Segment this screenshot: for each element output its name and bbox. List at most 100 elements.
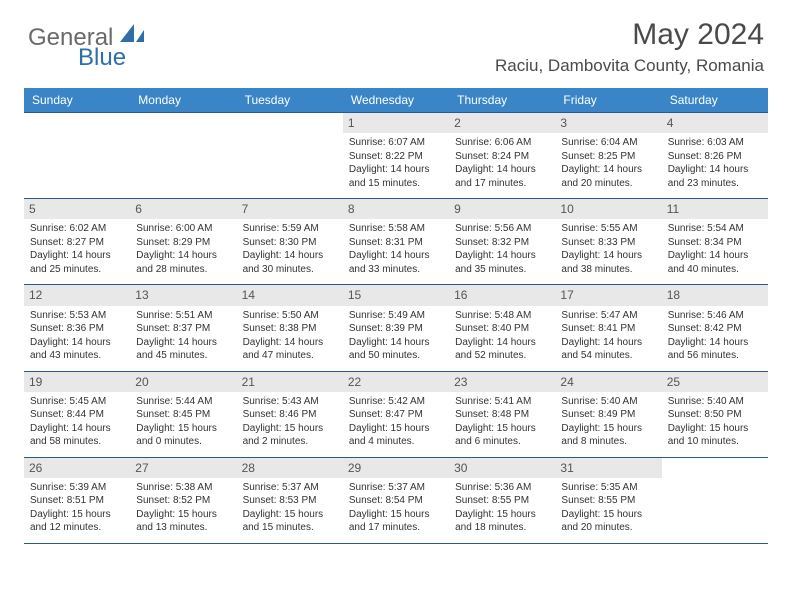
- day-number: 21: [237, 372, 343, 392]
- sunrise-text: Sunrise: 6:00 AM: [136, 222, 230, 236]
- sunrise-text: Sunrise: 6:07 AM: [349, 136, 443, 150]
- daylight-text: Daylight: 14 hours and 20 minutes.: [561, 163, 655, 190]
- calendar-day-cell: 5Sunrise: 6:02 AMSunset: 8:27 PMDaylight…: [24, 199, 130, 285]
- daylight-text: Daylight: 15 hours and 20 minutes.: [561, 508, 655, 535]
- sunrise-text: Sunrise: 5:39 AM: [30, 481, 124, 495]
- daylight-text: Daylight: 14 hours and 45 minutes.: [136, 336, 230, 363]
- day-number: 23: [449, 372, 555, 392]
- calendar-header-row: SundayMondayTuesdayWednesdayThursdayFrid…: [24, 88, 768, 113]
- title-block: May 2024 Raciu, Dambovita County, Romani…: [495, 18, 764, 76]
- calendar-day-cell: 27Sunrise: 5:38 AMSunset: 8:52 PMDayligh…: [130, 457, 236, 543]
- calendar-day-cell: 8Sunrise: 5:58 AMSunset: 8:31 PMDaylight…: [343, 199, 449, 285]
- daylight-text: Daylight: 14 hours and 35 minutes.: [455, 249, 549, 276]
- daylight-text: Daylight: 14 hours and 47 minutes.: [243, 336, 337, 363]
- calendar-day-cell: 13Sunrise: 5:51 AMSunset: 8:37 PMDayligh…: [130, 285, 236, 371]
- day-number: 4: [662, 113, 768, 133]
- day-number: 20: [130, 372, 236, 392]
- sunrise-text: Sunrise: 5:55 AM: [561, 222, 655, 236]
- daylight-text: Daylight: 15 hours and 12 minutes.: [30, 508, 124, 535]
- daylight-text: Daylight: 14 hours and 40 minutes.: [668, 249, 762, 276]
- day-number: 17: [555, 285, 661, 305]
- day-number: 10: [555, 199, 661, 219]
- sunrise-text: Sunrise: 5:48 AM: [455, 309, 549, 323]
- sunrise-text: Sunrise: 5:50 AM: [243, 309, 337, 323]
- calendar-day-cell: 25Sunrise: 5:40 AMSunset: 8:50 PMDayligh…: [662, 371, 768, 457]
- sunrise-text: Sunrise: 5:49 AM: [349, 309, 443, 323]
- calendar-day-cell: .: [662, 457, 768, 543]
- day-number: 9: [449, 199, 555, 219]
- sunrise-text: Sunrise: 6:04 AM: [561, 136, 655, 150]
- sunset-text: Sunset: 8:54 PM: [349, 494, 443, 508]
- calendar-day-cell: 14 Sunrise: 5:50 AMSunset: 8:38 PMDayligh…: [237, 285, 343, 371]
- sunrise-text: Sunrise: 5:54 AM: [668, 222, 762, 236]
- sunrise-text: Sunrise: 5:37 AM: [349, 481, 443, 495]
- day-number: 14: [237, 285, 343, 305]
- sunset-text: Sunset: 8:37 PM: [136, 322, 230, 336]
- day-number: 5: [24, 199, 130, 219]
- sunrise-text: Sunrise: 5:41 AM: [455, 395, 549, 409]
- day-number: 28: [237, 458, 343, 478]
- day-number: 8: [343, 199, 449, 219]
- daylight-text: Daylight: 14 hours and 23 minutes.: [668, 163, 762, 190]
- sunset-text: Sunset: 8:36 PM: [30, 322, 124, 336]
- daylight-text: Daylight: 14 hours and 54 minutes.: [561, 336, 655, 363]
- daylight-text: Daylight: 15 hours and 17 minutes.: [349, 508, 443, 535]
- sunset-text: Sunset: 8:53 PM: [243, 494, 337, 508]
- calendar-day-cell: 19Sunrise: 5:45 AMSunset: 8:44 PMDayligh…: [24, 371, 130, 457]
- day-number: 19: [24, 372, 130, 392]
- sunrise-text: Sunrise: 5:59 AM: [243, 222, 337, 236]
- calendar-week-row: 19Sunrise: 5:45 AMSunset: 8:44 PMDayligh…: [24, 371, 768, 457]
- header: General Blue May 2024 Raciu, Dambovita C…: [0, 0, 792, 82]
- daylight-text: Daylight: 14 hours and 52 minutes.: [455, 336, 549, 363]
- sunset-text: Sunset: 8:50 PM: [668, 408, 762, 422]
- sunrise-text: Sunrise: 6:02 AM: [30, 222, 124, 236]
- daylight-text: Daylight: 15 hours and 18 minutes.: [455, 508, 549, 535]
- calendar-day-cell: 4Sunrise: 6:03 AMSunset: 8:26 PMDaylight…: [662, 113, 768, 199]
- sunset-text: Sunset: 8:41 PM: [561, 322, 655, 336]
- daylight-text: Daylight: 15 hours and 6 minutes.: [455, 422, 549, 449]
- calendar-day-cell: 31Sunrise: 5:35 AMSunset: 8:55 PMDayligh…: [555, 457, 661, 543]
- sunset-text: Sunset: 8:26 PM: [668, 150, 762, 164]
- day-number: 15: [343, 285, 449, 305]
- sunset-text: Sunset: 8:39 PM: [349, 322, 443, 336]
- day-number: 3: [555, 113, 661, 133]
- sunset-text: Sunset: 8:29 PM: [136, 236, 230, 250]
- daylight-text: Daylight: 14 hours and 25 minutes.: [30, 249, 124, 276]
- weekday-header: Thursday: [449, 88, 555, 113]
- daylight-text: Daylight: 14 hours and 17 minutes.: [455, 163, 549, 190]
- daylight-text: Daylight: 14 hours and 33 minutes.: [349, 249, 443, 276]
- calendar-day-cell: 15Sunrise: 5:49 AMSunset: 8:39 PMDayligh…: [343, 285, 449, 371]
- sunrise-text: Sunrise: 5:37 AM: [243, 481, 337, 495]
- sunset-text: Sunset: 8:24 PM: [455, 150, 549, 164]
- sunrise-text: Sunrise: 5:43 AM: [243, 395, 337, 409]
- weekday-header: Monday: [130, 88, 236, 113]
- calendar-day-cell: .: [130, 113, 236, 199]
- day-number: 11: [662, 199, 768, 219]
- day-number: 18: [662, 285, 768, 305]
- day-number: 12: [24, 285, 130, 305]
- calendar-table: SundayMondayTuesdayWednesdayThursdayFrid…: [24, 88, 768, 544]
- sunset-text: Sunset: 8:48 PM: [455, 408, 549, 422]
- sunset-text: Sunset: 8:45 PM: [136, 408, 230, 422]
- calendar-day-cell: .: [237, 113, 343, 199]
- sunset-text: Sunset: 8:49 PM: [561, 408, 655, 422]
- sunset-text: Sunset: 8:42 PM: [668, 322, 762, 336]
- sunrise-text: Sunrise: 5:36 AM: [455, 481, 549, 495]
- day-number: 29: [343, 458, 449, 478]
- sunset-text: Sunset: 8:25 PM: [561, 150, 655, 164]
- daylight-text: Daylight: 14 hours and 43 minutes.: [30, 336, 124, 363]
- calendar-week-row: 12Sunrise: 5:53 AMSunset: 8:36 PMDayligh…: [24, 285, 768, 371]
- sunset-text: Sunset: 8:22 PM: [349, 150, 443, 164]
- sunset-text: Sunset: 8:38 PM: [243, 322, 337, 336]
- sunset-text: Sunset: 8:55 PM: [455, 494, 549, 508]
- day-number: 24: [555, 372, 661, 392]
- calendar-day-cell: 16Sunrise: 5:48 AMSunset: 8:40 PMDayligh…: [449, 285, 555, 371]
- day-number: 27: [130, 458, 236, 478]
- sail-icon: [120, 24, 146, 44]
- sunset-text: Sunset: 8:51 PM: [30, 494, 124, 508]
- sunset-text: Sunset: 8:32 PM: [455, 236, 549, 250]
- weekday-header: Wednesday: [343, 88, 449, 113]
- daylight-text: Daylight: 15 hours and 13 minutes.: [136, 508, 230, 535]
- day-number: 7: [237, 199, 343, 219]
- sunrise-text: Sunrise: 5:40 AM: [561, 395, 655, 409]
